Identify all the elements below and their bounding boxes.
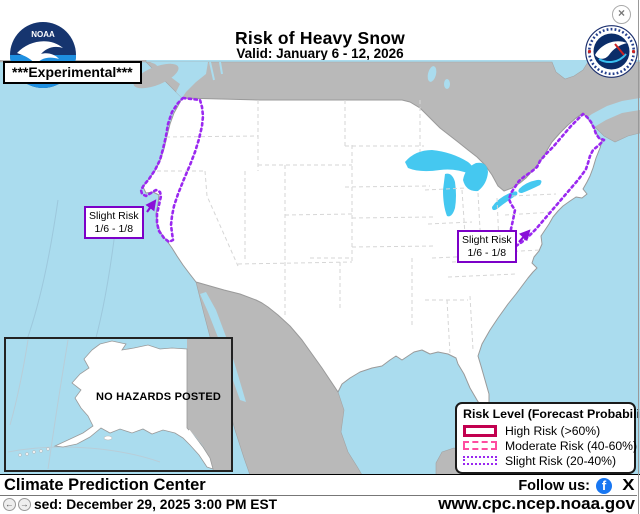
page-title: Risk of Heavy Snow (235, 28, 405, 48)
noaa-gull-icon (17, 41, 63, 65)
slight-risk-outlines (139, 96, 606, 249)
label-arrows (145, 199, 531, 243)
footer-bar: Climate Prediction Center Follow us: f X… (0, 474, 640, 514)
org-name: Climate Prediction Center (4, 476, 206, 494)
risk-legend: Risk Level (Forecast Probability) High R… (455, 402, 640, 474)
northeast-slight-risk-area (507, 112, 606, 249)
x-twitter-icon[interactable]: X (622, 477, 635, 494)
moderate-risk-swatch (463, 441, 497, 450)
slight-risk-swatch (463, 456, 497, 465)
legend-item-moderate: Moderate Risk (40-60%) (463, 438, 637, 453)
alaska-landmass (53, 340, 214, 470)
valid-date-line: Valid: January 6 - 12, 2026 (236, 46, 404, 61)
high-risk-swatch (463, 424, 497, 437)
follow-us-label: Follow us: (518, 478, 590, 494)
website-url: www.cpc.ncep.noaa.gov (438, 494, 635, 513)
alaska-inset (4, 337, 233, 472)
legend-item-high: High Risk (>60%) (463, 423, 629, 438)
nws-bird-icon (595, 41, 627, 59)
close-icon[interactable]: × (612, 5, 631, 24)
issued-timestamp: sed: December 29, 2025 3:00 PM EST (34, 496, 278, 512)
nws-logo (585, 25, 638, 78)
legend-title: Risk Level (Forecast Probability) (463, 407, 640, 421)
vancouver-island (133, 63, 179, 89)
footer-divider (0, 494, 637, 496)
facebook-icon[interactable]: f (596, 478, 612, 494)
noaa-logo-text: NOAA (31, 30, 55, 39)
alaska-inset-caption: NO HAZARDS POSTED (96, 391, 222, 403)
window-right-border (637, 0, 639, 514)
prev-arrow-icon[interactable]: ← (3, 498, 16, 511)
legend-item-slight: Slight Risk (20-40%) (463, 453, 629, 468)
canada-lake (427, 66, 437, 82)
experimental-banner: ***Experimental*** (3, 61, 142, 84)
west-slight-risk-label: Slight Risk 1/6 - 1/8 (84, 206, 144, 239)
east-slight-risk-label: Slight Risk 1/6 - 1/8 (457, 230, 517, 263)
great-lakes (405, 150, 542, 217)
us-landmass (142, 97, 603, 414)
west-coast-slight-risk-area (139, 96, 205, 244)
next-arrow-icon[interactable]: → (18, 498, 31, 511)
